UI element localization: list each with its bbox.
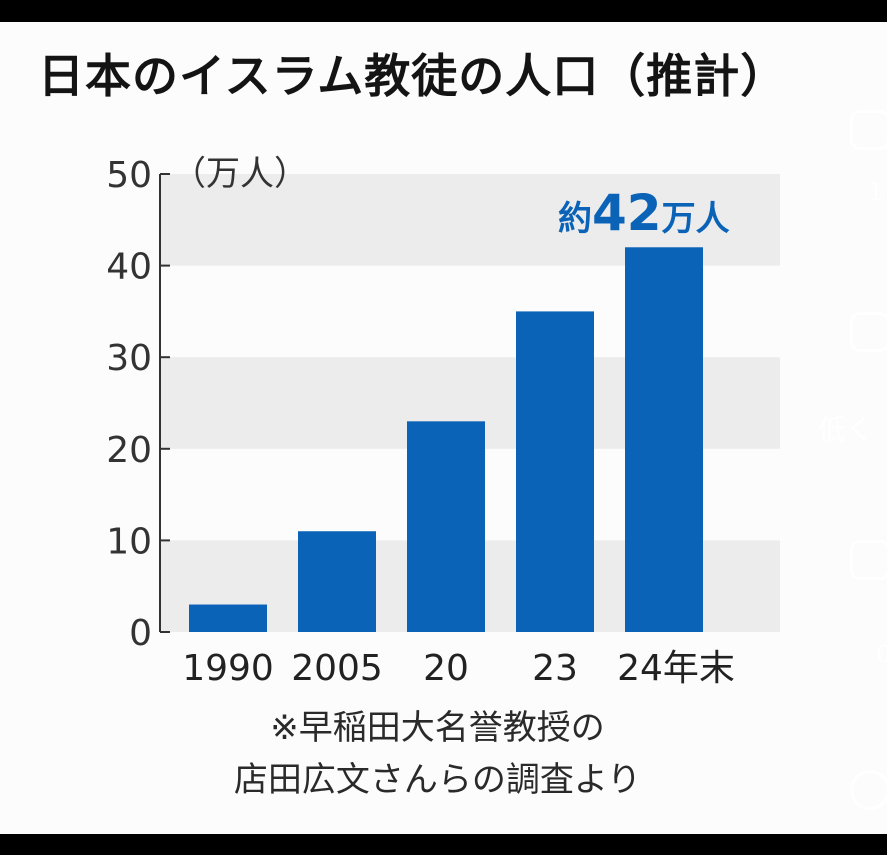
- bar: [625, 247, 703, 632]
- y-tick-label: 10: [106, 521, 152, 562]
- y-tick-label: 20: [106, 430, 152, 471]
- y-tick-label: 40: [106, 247, 152, 288]
- x-tick-label: 24年末: [617, 648, 735, 689]
- y-unit-label: （万人）: [172, 154, 308, 194]
- bar: [516, 311, 594, 632]
- overlay-list-icon[interactable]: [850, 540, 887, 580]
- x-tick-label: 1990: [182, 648, 274, 689]
- chart-title: 日本のイスラム教徒の人口（推計）: [38, 49, 788, 103]
- source-note-line-2: 店田広文さんらの調査より: [233, 760, 642, 800]
- overlay-thumb-icon[interactable]: [850, 312, 887, 352]
- overlay-share-icon[interactable]: [850, 770, 887, 810]
- y-tick-label: 50: [106, 155, 152, 196]
- tick-labels: 0 10 20 30 40 50 1990 2005 20 23 24年末: [106, 155, 735, 689]
- overlay-bubble-icon[interactable]: [850, 110, 887, 150]
- overlay-side-text: 低く: [818, 413, 875, 446]
- x-tick-label: 23: [532, 648, 578, 689]
- y-axis: [159, 173, 170, 633]
- y-tick-label: 30: [106, 338, 152, 379]
- annotation-label: 約42万人: [558, 184, 730, 242]
- bars: [189, 247, 703, 632]
- annotation-suffix: 万人: [662, 199, 730, 239]
- x-tick-label: 20: [423, 648, 469, 689]
- source-note-line-1: ※早稲田大名誉教授の: [270, 708, 605, 748]
- bar: [407, 421, 485, 632]
- annotation-prefix: 約: [558, 199, 592, 239]
- bar: [189, 604, 267, 632]
- overlay-digit-bottom: 0: [876, 640, 887, 668]
- x-tick-label: 2005: [291, 648, 383, 689]
- annotation-value: 42: [592, 184, 662, 242]
- overlay-digit-top: 1: [868, 178, 884, 206]
- bar: [298, 531, 376, 632]
- y-tick-label: 0: [129, 613, 152, 654]
